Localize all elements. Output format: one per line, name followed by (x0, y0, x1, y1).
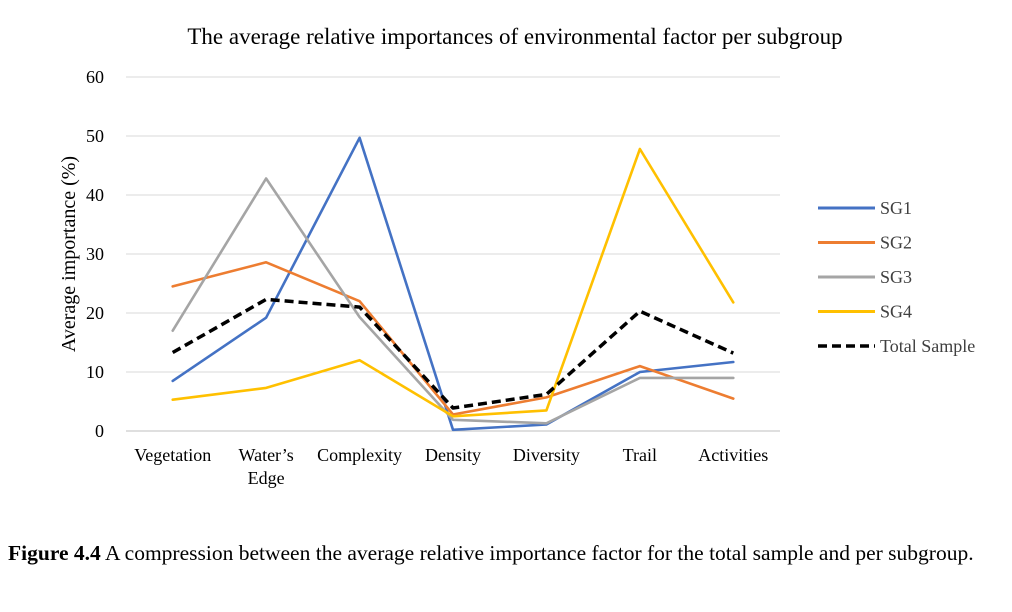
x-tick-label-line: Diversity (513, 445, 580, 465)
x-tick-label: Density (425, 445, 481, 465)
series-line-sg3 (171, 177, 735, 425)
figure-caption-label: Figure 4.4 (8, 541, 101, 565)
figure-caption: Figure 4.4 A compression between the ave… (8, 533, 1008, 573)
chart-title: The average relative importances of envi… (187, 24, 842, 49)
y-tick-label: 10 (86, 362, 104, 382)
series-lines (171, 136, 735, 432)
x-tick-label: Diversity (513, 445, 580, 465)
legend-label: SG1 (880, 198, 912, 218)
x-tick-label-line: Water’s (239, 445, 294, 465)
x-tick-label: Water’s Edge (239, 445, 294, 488)
x-tick-label: Complexity (317, 445, 402, 465)
x-tick-label: Trail (623, 445, 657, 465)
legend-label: SG4 (880, 302, 912, 322)
gridlines (126, 76, 780, 432)
y-tick-label: 50 (86, 126, 104, 146)
legend-label: SG2 (880, 233, 912, 253)
x-tick-label-line: Density (425, 445, 481, 465)
series-line-sg1 (171, 136, 735, 432)
y-tick-label: 30 (86, 244, 104, 264)
legend-label: Total Sample (880, 336, 975, 356)
y-tick-label: 40 (86, 185, 104, 205)
y-tick-label: 20 (86, 303, 104, 323)
y-tick-label: 60 (86, 67, 104, 87)
line-chart: The average relative importances of envi… (58, 24, 975, 488)
y-tick-labels: 0 10 20 30 40 50 60 (86, 67, 104, 441)
series-line-sg4 (171, 147, 735, 418)
chart-svg: The average relative importances of envi… (58, 24, 975, 488)
x-tick-label: Vegetation (134, 445, 211, 465)
x-tick-label-line: Vegetation (134, 445, 211, 465)
figure-caption-text: A compression between the average relati… (100, 541, 974, 565)
x-tick-label-line: Complexity (317, 445, 402, 465)
y-axis-label: Average importance (%) (58, 156, 80, 352)
x-tick-label: Activities (698, 445, 768, 465)
x-tick-labels: Vegetation Water’s Edge Complexity Density Di… (134, 445, 768, 488)
y-tick-label: 0 (95, 421, 104, 441)
series-line-total-sample (171, 297, 735, 410)
x-tick-label-line: Trail (623, 445, 657, 465)
series-line-sg2 (171, 260, 735, 416)
legend: SG1 SG2 SG3 SG4 Total Sample (818, 198, 975, 356)
legend-label: SG3 (880, 267, 912, 287)
x-tick-label-line: Edge (248, 468, 285, 488)
x-tick-label-line: Activities (698, 445, 768, 465)
